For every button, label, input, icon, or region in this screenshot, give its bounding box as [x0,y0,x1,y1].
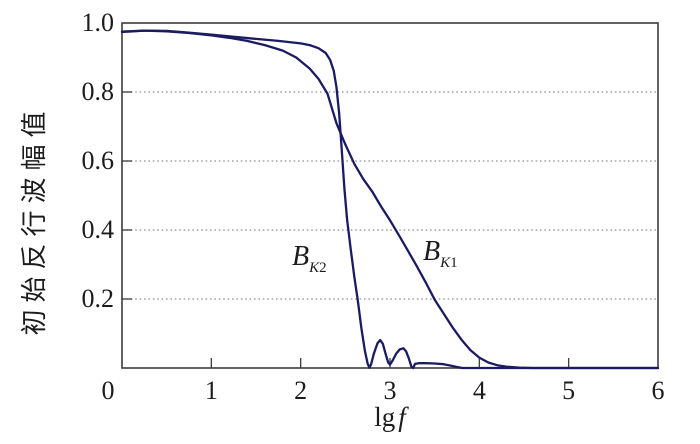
curve-label-bk2-main: B [292,241,310,272]
curve-label-bk1-main: B [423,236,441,267]
curve-label-bk2: BK2 [292,243,327,277]
y-tick-label-1.0: 1.0 [81,8,115,37]
y-axis-label: 初始反行波幅值 [20,104,49,336]
x-axis-label-variable: f [398,402,406,432]
x-axis-label-prefix: lg [374,402,396,432]
curve-B_K2 [120,29,660,370]
plot-frame [121,22,659,369]
y-tick-label-0.4: 0.4 [81,215,115,244]
y-tick-label-0.2: 0.2 [81,284,115,313]
y-tick-label-0.8: 0.8 [81,77,115,106]
y-tick-label-0.6: 0.6 [81,146,115,175]
curve-label-bk1-sub-num: 1 [450,255,458,271]
x-tick-label-3: 3 [383,376,397,405]
x-tick-label-5: 5 [562,376,576,405]
x-tick-label-6: 6 [651,376,665,405]
curve-B_K1 [120,29,660,370]
x-tick-label-1: 1 [204,376,218,405]
x-tick-label-2: 2 [294,376,308,405]
x-tick-label-0: 0 [101,376,115,405]
x-tick-label-4: 4 [472,376,486,405]
curve-label-bk1: BK1 [423,238,458,272]
x-axis-label: lg f [338,402,442,436]
curve-label-bk2-sub-num: 2 [319,260,327,276]
curve-label-bk2-sub-letter: K [309,260,320,276]
curve-label-bk1-sub-letter: K [440,255,451,271]
